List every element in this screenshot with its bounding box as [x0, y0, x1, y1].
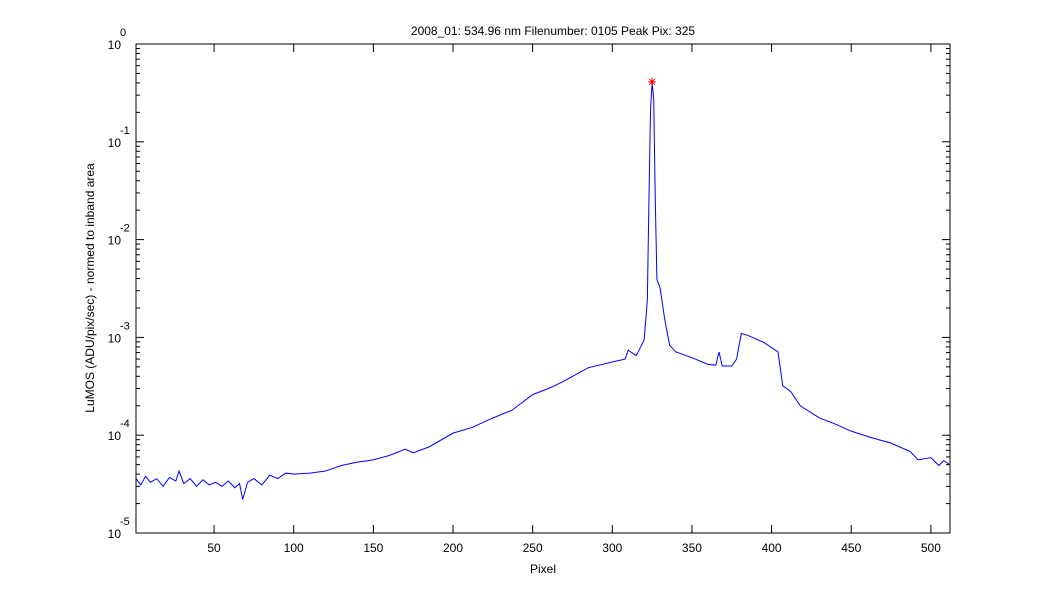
x-tick-label: 100	[284, 541, 304, 555]
y-tick-label: 10	[108, 527, 122, 541]
y-axis-label: LuMOS (ADU/pix/sec) - normed to inband a…	[83, 163, 97, 413]
y-tick-label: 10	[108, 234, 122, 248]
x-tick-label: 250	[523, 541, 543, 555]
x-tick-label: 300	[602, 541, 622, 555]
y-tick-exponent: -1	[120, 125, 130, 137]
x-tick-label: 400	[762, 541, 782, 555]
y-tick-exponent: -3	[120, 320, 130, 332]
y-tick-exponent: -2	[120, 223, 130, 235]
y-tick-label: 10	[108, 429, 122, 443]
x-tick-label: 50	[207, 541, 221, 555]
peak-marker-stroke	[648, 78, 656, 86]
y-tick-exponent: 0	[120, 27, 126, 39]
y-tick-exponent: -4	[120, 418, 130, 430]
x-tick-label: 150	[363, 541, 383, 555]
x-tick-label: 500	[921, 541, 941, 555]
axes-box	[135, 43, 951, 534]
y-tick-label: 10	[108, 136, 122, 150]
chart-title: 2008_01: 534.96 nm Filenumber: 0105 Peak…	[411, 24, 696, 38]
y-tick-exponent: -5	[120, 516, 130, 528]
peak-marker	[648, 77, 657, 86]
y-tick-label: 10	[108, 331, 122, 345]
x-tick-label: 200	[443, 541, 463, 555]
x-tick-label: 450	[841, 541, 861, 555]
y-tick-label: 10	[108, 38, 122, 52]
x-tick-label: 350	[682, 541, 702, 555]
series-line	[135, 81, 951, 500]
x-axis-label: Pixel	[530, 562, 556, 576]
